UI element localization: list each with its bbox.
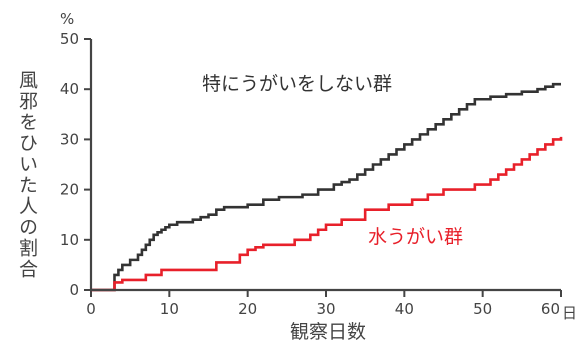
x-tick-label: 50 <box>473 300 492 318</box>
series-line-water-gargle <box>91 136 563 292</box>
y-tick-label: 0 <box>69 281 79 299</box>
x-tick-label: 40 <box>395 300 414 318</box>
y-axis-title: 風邪をひいた人の割合 <box>16 70 38 280</box>
y-tick-label: 40 <box>60 80 79 98</box>
x-tick-label: 60 <box>541 300 560 318</box>
y-tick-label: 20 <box>60 181 79 199</box>
x-axis-ticks: 0 10 20 30 40 50 60 <box>86 290 562 318</box>
x-axis-title: 観察日数 <box>290 321 366 343</box>
x-tick-label: 20 <box>238 300 257 318</box>
y-tick-label: 10 <box>60 231 79 249</box>
series-label-no-gargle: 特にうがいをしない群 <box>202 73 392 95</box>
y-tick-label: 30 <box>60 130 79 148</box>
series-line-no-gargle <box>91 82 561 292</box>
series-lines <box>91 82 563 292</box>
y-unit-label: % <box>60 10 74 28</box>
x-tick-label: 30 <box>316 300 335 318</box>
x-tick-label: 0 <box>86 300 96 318</box>
y-axis-ticks: 0 10 20 30 40 50 <box>60 30 91 299</box>
y-tick-label: 50 <box>60 30 79 48</box>
x-tick-label: 10 <box>160 300 179 318</box>
x-unit-label: 日 <box>562 304 577 322</box>
series-label-water-gargle: 水うがい群 <box>368 226 463 248</box>
